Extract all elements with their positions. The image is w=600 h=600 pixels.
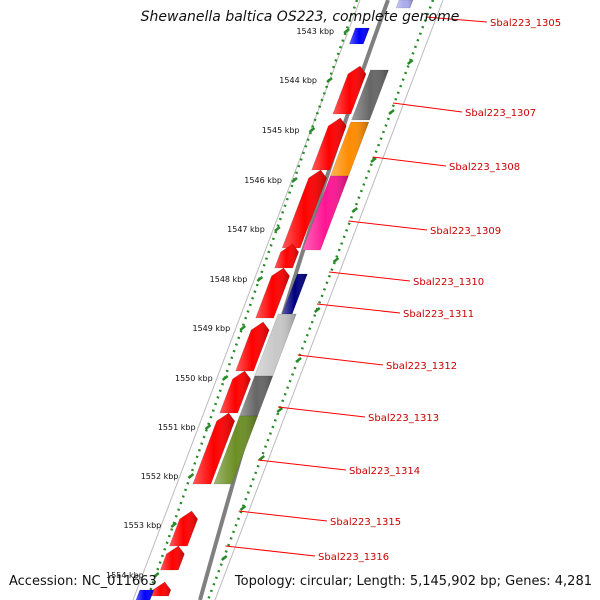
label-leader-line xyxy=(372,156,447,167)
tick-mark xyxy=(343,28,350,34)
inner-tick-mark xyxy=(388,109,395,115)
blue-feature-shade xyxy=(349,28,370,44)
tick-label: 1551 kbp xyxy=(158,423,196,432)
cds-arrow-shade xyxy=(274,244,299,268)
tick-mark xyxy=(274,226,281,232)
cds-arrow-shade xyxy=(235,322,270,371)
tick-mark xyxy=(221,375,229,381)
cds-arrow-shade xyxy=(150,582,171,596)
label-leader-line xyxy=(348,220,428,231)
inner-tick-mark xyxy=(332,257,340,263)
label-leader-line xyxy=(392,102,463,113)
tick-mark xyxy=(256,276,264,282)
cds-arrow-shade xyxy=(169,511,198,546)
tick-mark xyxy=(326,77,333,83)
inner-lane-border xyxy=(214,0,444,600)
label-leader-line xyxy=(238,510,328,522)
gene-label[interactable]: Sbal223_1307 xyxy=(465,108,536,119)
label-leader-line xyxy=(297,354,384,366)
inner-tick-mark xyxy=(220,555,228,561)
gene-label[interactable]: Sbal223_1305 xyxy=(490,18,561,29)
cds-arrow-shade xyxy=(219,371,251,413)
gene-label[interactable]: Sbal223_1312 xyxy=(386,361,457,372)
tick-mark xyxy=(187,473,195,479)
olive-feature-shade xyxy=(213,416,258,484)
inner-tick-mark xyxy=(370,157,377,163)
tick-label: 1553 kbp xyxy=(124,521,162,530)
gene-label[interactable]: Sbal223_1314 xyxy=(349,466,420,477)
label-leader-line xyxy=(225,545,316,557)
gene-label[interactable]: Sbal223_1311 xyxy=(403,309,474,320)
navy-feature-shade xyxy=(282,274,308,314)
label-leader-line xyxy=(316,303,401,314)
tick-track: 1543 kbp 1544 kbp 1545 kbp 1546 kbp 1547 kbp… xyxy=(106,0,435,600)
blue-feature-shade xyxy=(136,590,154,600)
magenta-feature-shade xyxy=(302,176,349,250)
inner-tick-mark xyxy=(313,307,321,313)
tick-mark xyxy=(204,424,212,430)
light-gray-feature-shade xyxy=(254,314,297,376)
cds-arrow-shade xyxy=(332,66,367,114)
topology-summary: Topology: circular; Length: 5,145,902 bp… xyxy=(234,574,592,589)
label-leaders: Sbal223_1305 Sbal223_1307 Sbal223_1308 Sbal… xyxy=(225,16,561,563)
inner-tick-mark xyxy=(295,357,302,363)
tick-label: 1545 kbp xyxy=(262,126,300,135)
cds-arrow-shade xyxy=(192,413,235,484)
inner-tick-mark xyxy=(406,59,414,65)
orange-feature-shade xyxy=(330,122,369,176)
tick-label: 1549 kbp xyxy=(192,324,230,333)
tick-mark xyxy=(239,325,246,331)
tick-label: 1543 kbp xyxy=(296,27,334,36)
gene-label[interactable]: Sbal223_1313 xyxy=(368,413,439,424)
inner-tick-mark xyxy=(351,207,359,213)
tick-label: 1550 kbp xyxy=(175,374,213,383)
cds-arrow-shade xyxy=(282,170,327,248)
cds-arrow-shade xyxy=(255,268,290,318)
gene-label[interactable]: Sbal223_1316 xyxy=(318,552,389,563)
tick-label: 1552 kbp xyxy=(141,472,179,481)
tick-label: 1547 kbp xyxy=(227,225,265,234)
gene-label[interactable]: Sbal223_1315 xyxy=(330,517,401,528)
accession-text: Accession: NC_011663 xyxy=(9,574,157,589)
outer-tick-line xyxy=(145,0,359,600)
gene-label[interactable]: Sbal223_1310 xyxy=(413,277,484,288)
tick-mark xyxy=(170,522,178,528)
cds-arrow-shade xyxy=(311,118,347,170)
gene-label[interactable]: Sbal223_1308 xyxy=(449,162,520,173)
map-title: Shewanella baltica OS223, complete genom… xyxy=(140,9,460,25)
inner-tick-line xyxy=(206,0,435,600)
dark-gray-feature-shade xyxy=(351,70,389,120)
tick-label: 1554 kbp xyxy=(106,571,144,580)
tick-label: 1548 kbp xyxy=(210,275,248,284)
inner-tick-mark xyxy=(239,505,247,511)
tick-mark xyxy=(152,572,160,578)
outer-lane-border xyxy=(132,0,361,600)
label-leader-line xyxy=(329,271,411,282)
label-leader-line xyxy=(425,16,488,23)
inner-tick-mark xyxy=(258,455,266,461)
label-leader-line xyxy=(257,459,347,471)
gene-track xyxy=(135,0,414,600)
tick-label: 1546 kbp xyxy=(244,176,282,185)
inner-tick-mark xyxy=(276,407,284,413)
tick-label: 1544 kbp xyxy=(279,76,317,85)
lavender-feature-shade xyxy=(395,0,413,8)
cds-arrow-shade xyxy=(160,546,185,570)
dark-gray-feature-shade xyxy=(239,376,273,416)
gene-label[interactable]: Sbal223_1309 xyxy=(430,226,501,237)
label-leader-line xyxy=(277,406,366,418)
tick-mark xyxy=(291,177,298,183)
tick-mark xyxy=(308,127,316,133)
